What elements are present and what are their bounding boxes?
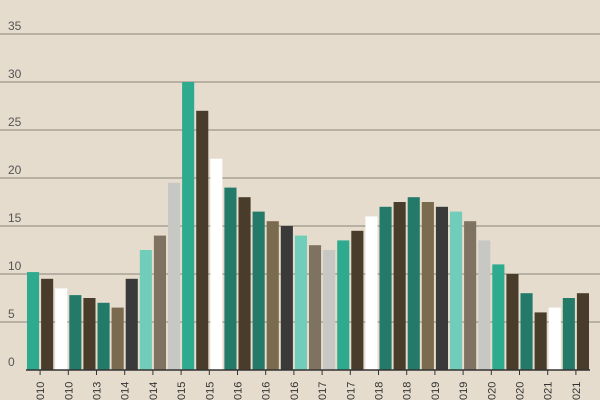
- bar: [534, 312, 547, 370]
- x-tick-label: 017: [317, 382, 329, 400]
- bar: [407, 197, 420, 370]
- x-tick-label: 018: [402, 382, 414, 400]
- bars: [27, 82, 589, 371]
- y-tick-label: 5: [8, 307, 15, 321]
- x-tick-label: 010: [35, 382, 47, 400]
- grid-lines: [0, 33, 600, 323]
- y-tick-label: 20: [8, 163, 22, 177]
- bar: [393, 202, 406, 370]
- x-tick-label: 016: [289, 382, 301, 400]
- x-tick-label: 019: [458, 382, 470, 400]
- x-tick-label: 020: [486, 382, 498, 400]
- bar: [182, 82, 195, 370]
- bar: [280, 226, 293, 370]
- x-axis-ticks: 010 010 013 014 014 015 015 016 016 016 017 017 018 0…: [35, 370, 583, 400]
- x-tick-label: 016: [233, 382, 245, 400]
- bar: [252, 211, 265, 370]
- bar: [55, 288, 68, 370]
- bar: [139, 250, 152, 370]
- bar: [576, 293, 589, 370]
- bar: [41, 278, 54, 370]
- bar: [365, 216, 378, 370]
- bar: [562, 298, 575, 370]
- bar: [464, 221, 477, 370]
- bar: [238, 197, 251, 370]
- y-tick-label: 0: [8, 355, 15, 369]
- x-tick-label: 020: [515, 382, 527, 400]
- bar: [27, 272, 40, 370]
- x-tick-label: 015: [204, 382, 216, 400]
- x-tick-label: 021: [543, 382, 555, 400]
- bar: [379, 206, 392, 370]
- x-tick-label: 013: [92, 382, 104, 400]
- x-tick-label: 014: [120, 382, 132, 400]
- x-tick-label: 019: [430, 382, 442, 400]
- bar: [196, 110, 209, 371]
- x-tick-label: 021: [571, 382, 583, 400]
- bar: [548, 307, 561, 370]
- x-tick-label: 016: [261, 382, 273, 400]
- y-axis-ticks: 0 5 10 15 20 25 30 35: [8, 19, 22, 369]
- y-tick-label: 35: [8, 19, 22, 33]
- bar: [224, 187, 237, 370]
- x-tick-label: 010: [63, 382, 75, 400]
- y-tick-label: 10: [8, 259, 22, 273]
- bar: [435, 206, 448, 370]
- bar: [309, 245, 322, 370]
- bar: [520, 293, 533, 370]
- y-tick-label: 30: [8, 67, 22, 81]
- bar: [111, 307, 124, 370]
- bar: [478, 240, 491, 370]
- bar: [266, 221, 279, 370]
- bar: [210, 158, 223, 370]
- x-tick-label: 015: [176, 382, 188, 400]
- bar: [125, 278, 138, 370]
- bar: [351, 230, 364, 370]
- bar: [323, 250, 336, 370]
- bar: [294, 235, 307, 370]
- bar: [83, 298, 96, 370]
- x-tick-label: 017: [345, 382, 357, 400]
- bar: [492, 264, 505, 370]
- bar: [337, 240, 350, 370]
- y-tick-label: 25: [8, 115, 22, 129]
- bar: [97, 302, 110, 370]
- x-tick-label: 014: [148, 382, 160, 400]
- bar: [506, 274, 519, 370]
- x-tick-label: 018: [374, 382, 386, 400]
- bar: [69, 295, 82, 370]
- bar: [421, 202, 434, 370]
- bar: [450, 211, 463, 370]
- y-tick-label: 15: [8, 211, 22, 225]
- bar: [153, 235, 166, 370]
- bar: [168, 182, 181, 370]
